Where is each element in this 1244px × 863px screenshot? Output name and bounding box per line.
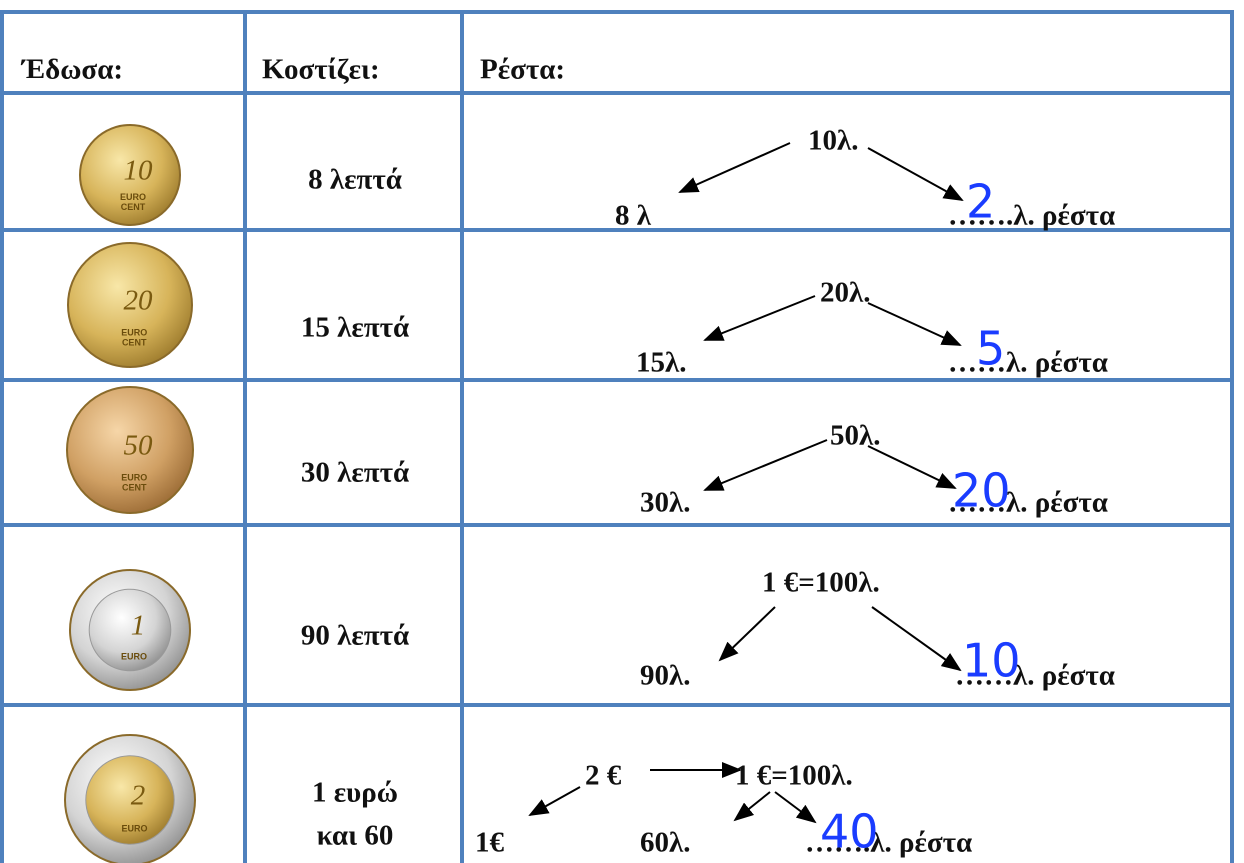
coin-face (67, 242, 193, 368)
arrow (871, 606, 962, 672)
change-cost: 90λ. (640, 660, 691, 692)
change-cost: 8 λ (615, 200, 652, 232)
change-change: ……λ. ρέστα (948, 347, 1108, 379)
handwritten-answer: 10 (962, 634, 1021, 688)
change-given: 10λ. (808, 125, 859, 157)
coin-core (85, 755, 175, 845)
arrow (528, 786, 581, 816)
coin-number: 50 (124, 430, 154, 462)
arrow (703, 295, 816, 341)
coin-text: EURO (121, 651, 147, 661)
arrow (718, 606, 776, 662)
coin-number: 20 (124, 285, 154, 317)
handwritten-answer: 5 (976, 322, 1005, 376)
handwritten-answer: 2 (966, 175, 995, 229)
coin-number: 1 (131, 610, 146, 642)
arrow (867, 147, 964, 201)
change-converted: 1 €=100λ. (735, 760, 853, 792)
coin: 1 EURO (69, 569, 191, 691)
change-cost: 60λ. (640, 827, 691, 859)
change-change: …….λ. ρέστα (805, 827, 972, 859)
coin: 2 EURO (64, 734, 196, 863)
coin-text: CENT (122, 337, 147, 347)
coin-text: CENT (122, 483, 147, 493)
coin-face (79, 124, 181, 226)
column-header: Έδωσα: (20, 54, 123, 86)
coin-text: EURO (120, 192, 146, 202)
coin-core (88, 588, 172, 672)
change-cost: 30λ. (640, 487, 691, 519)
change-change: ……λ. ρέστα (955, 660, 1115, 692)
arrow (867, 445, 957, 489)
cost-text: 90 λεπτά (301, 620, 409, 652)
arrow (703, 439, 828, 491)
coin-text: EURO (121, 473, 147, 483)
handwritten-answer: 40 (820, 805, 879, 859)
arrow (678, 142, 791, 193)
coin-text: EURO (121, 327, 147, 337)
table-borders (0, 10, 1234, 863)
cost-text: και 60 (317, 820, 394, 852)
cost-text: 30 λεπτά (301, 457, 409, 489)
change-given: 2 € (585, 760, 622, 792)
cost-text: 15 λεπτά (301, 312, 409, 344)
coin-number: 2 (131, 780, 146, 812)
handwritten-answer: 20 (952, 464, 1011, 518)
arrow (774, 791, 817, 824)
change-cost: 15λ. (636, 347, 687, 379)
arrow (867, 302, 962, 346)
change-given: 1 €=100λ. (762, 567, 880, 599)
coin-text: EURO (121, 824, 147, 834)
cost-text: 1 ευρώ (312, 777, 398, 809)
change-change: …….λ. ρέστα (948, 200, 1115, 232)
change-given: 50λ. (830, 420, 881, 452)
column-header: Ρέστα: (480, 54, 565, 86)
change-given: 20λ. (820, 277, 871, 309)
coin-text: CENT (121, 202, 146, 212)
coin-number: 10 (124, 155, 154, 187)
coin-face (66, 386, 194, 514)
change-euro: 1€ (475, 827, 505, 859)
cost-text: 8 λεπτά (308, 164, 402, 196)
arrow (733, 791, 771, 822)
change-change: ……λ. ρέστα (948, 487, 1108, 519)
column-header: Κοστίζει: (262, 54, 380, 86)
